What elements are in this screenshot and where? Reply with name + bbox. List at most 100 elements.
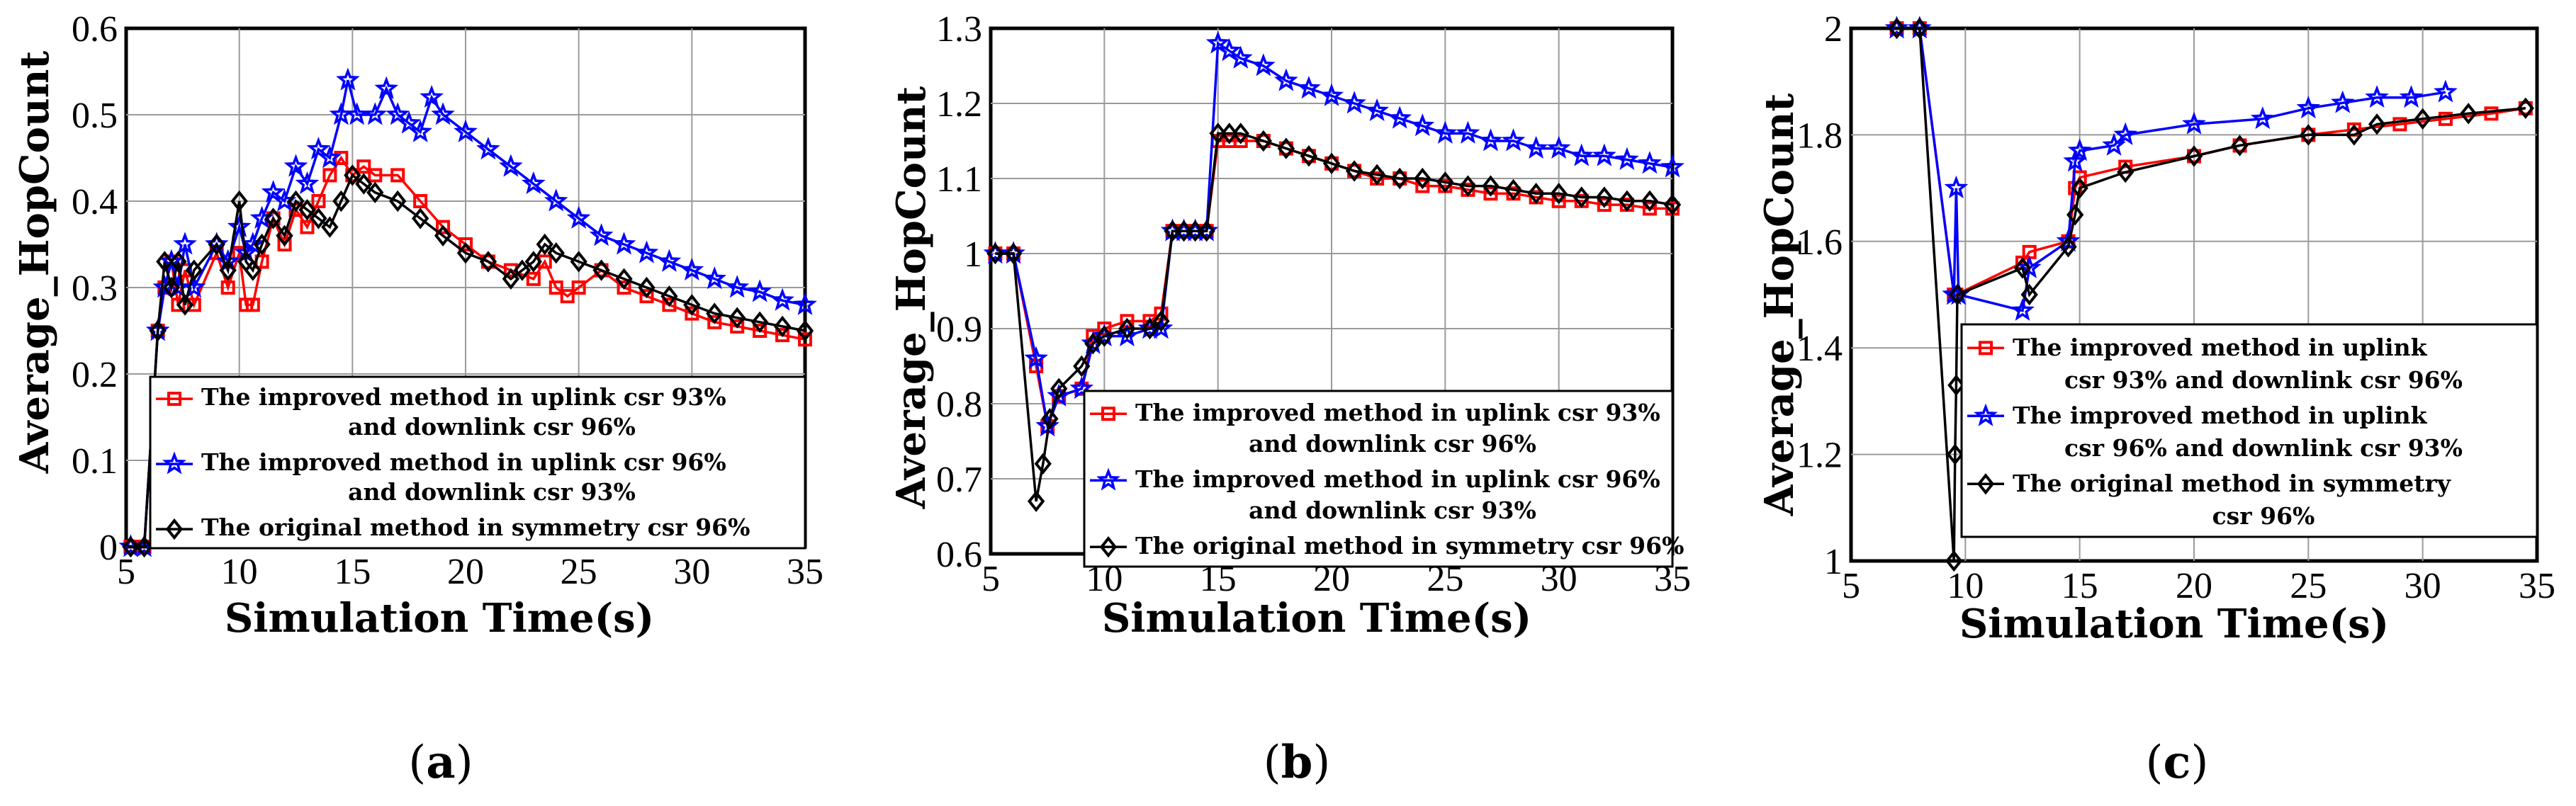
- data-point-b-2: [1300, 144, 1318, 167]
- data-point-c-2: [1948, 283, 1967, 306]
- data-point-a-2: [208, 233, 225, 256]
- data-point-a-2: [536, 233, 553, 256]
- y-tick-label-b: 0.7: [936, 460, 982, 500]
- data-point-b-2: [1084, 332, 1102, 355]
- y-tick-label-c: 1.2: [1796, 436, 1843, 476]
- y-axis-label-b: Average_HopCount: [888, 86, 935, 510]
- data-point-a-1: [476, 137, 500, 160]
- data-point-a-1: [227, 214, 252, 238]
- panel-letter-c: c: [2164, 736, 2191, 789]
- y-tick-label-c: 2: [1824, 9, 1843, 50]
- series-group-b: [983, 30, 1684, 513]
- legend-text-c-0: csr 93% and downlink csr 96%: [2064, 366, 2463, 394]
- legend-text-c-2: csr 96%: [2212, 502, 2315, 530]
- data-point-a-0: [356, 159, 371, 174]
- data-point-b-1: [1388, 106, 1412, 129]
- data-point-b-2: [1004, 242, 1023, 265]
- y-tick-label-b: 0.8: [936, 385, 982, 425]
- data-point-a-1: [306, 137, 331, 160]
- data-point-b-0: [1415, 178, 1430, 193]
- data-point-c-1: [2434, 79, 2458, 103]
- y-tick-label-c: 1.4: [1796, 329, 1843, 369]
- x-tick-label-c: 30: [2405, 566, 2441, 606]
- data-point-b-2: [1254, 130, 1272, 152]
- data-point-c-2: [2117, 161, 2135, 183]
- data-point-b-1: [1478, 128, 1503, 152]
- data-point-a-2: [169, 251, 187, 273]
- data-point-b-0: [1597, 198, 1612, 212]
- data-point-c-1: [2113, 122, 2138, 145]
- data-point-b-2: [1459, 175, 1477, 197]
- data-point-a-2: [344, 164, 361, 186]
- data-point-b-1: [1410, 113, 1435, 137]
- data-point-a-0: [662, 297, 677, 312]
- data-point-b-2: [1050, 378, 1068, 400]
- data-point-c-1: [2067, 138, 2092, 161]
- data-point-b-2: [1482, 175, 1500, 197]
- x-tick-label-a: 5: [117, 552, 135, 592]
- legend-text-a-0: The improved method in uplink csr 93%: [201, 383, 726, 411]
- data-point-a-1: [283, 154, 308, 177]
- data-point-a-1: [702, 266, 727, 290]
- data-point-a-2: [513, 259, 531, 281]
- data-point-a-1: [770, 288, 794, 311]
- data-point-a-2: [298, 198, 316, 221]
- data-point-c-1: [2296, 96, 2321, 119]
- panel-a: 5 10 15 20 25 30 35 0 0.1 0.2 0.3 0.4 0.5 0.6 Simulat…: [11, 9, 823, 789]
- legend-text-a-1: The improved method in uplink csr 96%: [201, 448, 726, 476]
- data-point-a-2: [355, 173, 373, 195]
- data-point-b-2: [1209, 123, 1227, 144]
- data-point-b-1: [1342, 91, 1366, 114]
- data-point-a-2: [185, 259, 203, 281]
- series-line-b-2: [995, 132, 1673, 502]
- x-tick-label-c: 15: [2062, 566, 2098, 606]
- legend-box-c: [1960, 323, 2538, 538]
- legend-c: The improved method in uplink csr 93% and…: [1960, 323, 2538, 538]
- data-point-a-0: [220, 280, 235, 295]
- data-point-a-1: [499, 154, 523, 177]
- data-point-a-1: [241, 232, 265, 255]
- data-point-a-1: [344, 102, 369, 125]
- legend-marker-b-0: [1101, 407, 1115, 421]
- x-tick-label-c: 35: [2519, 566, 2555, 606]
- data-point-a-2: [615, 268, 633, 290]
- data-point-a-0: [549, 280, 563, 295]
- series-line-a-2: [130, 173, 806, 548]
- data-point-b-2: [1436, 171, 1454, 193]
- data-point-b-1: [1274, 68, 1298, 91]
- data-point-a-0: [730, 319, 745, 334]
- data-point-b-2: [1027, 490, 1045, 513]
- panel-label-b: (b): [1264, 736, 1331, 789]
- data-point-a-1: [431, 102, 455, 125]
- data-point-b-2: [1368, 164, 1386, 186]
- data-point-b-2: [1277, 137, 1295, 159]
- data-point-a-2: [264, 208, 282, 229]
- data-point-b-2: [1164, 220, 1181, 242]
- x-tick-label-a: 35: [787, 552, 823, 592]
- data-point-a-1: [374, 76, 399, 99]
- series-line-a-1: [130, 79, 806, 548]
- data-point-a-1: [725, 275, 750, 298]
- x-axis-label-a: Simulation Time(s): [225, 595, 654, 642]
- y-tick-label-b: 1.3: [936, 9, 982, 50]
- y-tick-label-b: 0.9: [936, 310, 982, 350]
- data-point-b-2: [1073, 355, 1091, 378]
- x-tick-label-a: 20: [447, 552, 484, 592]
- data-point-a-0: [526, 271, 541, 286]
- data-point-b-2: [1504, 178, 1522, 201]
- panel-b: 5 10 15 20 25 30 350.60.70.80.911.11.21.3 Simu…: [888, 9, 1691, 789]
- data-point-a-2: [332, 190, 350, 212]
- data-point-b-0: [1551, 193, 1566, 208]
- data-point-a-2: [638, 276, 656, 299]
- panel-label-a: (a): [408, 736, 473, 789]
- data-point-b-0: [1642, 201, 1657, 216]
- data-point-a-1: [454, 119, 478, 142]
- y-tick-label-a: 0.2: [72, 355, 118, 395]
- data-point-b-2: [1232, 123, 1249, 144]
- panel-label-c: (c): [2146, 736, 2209, 789]
- data-point-a-2: [135, 535, 153, 558]
- data-point-b-2: [1573, 186, 1590, 208]
- data-point-a-1: [397, 110, 421, 134]
- data-point-a-2: [502, 268, 520, 290]
